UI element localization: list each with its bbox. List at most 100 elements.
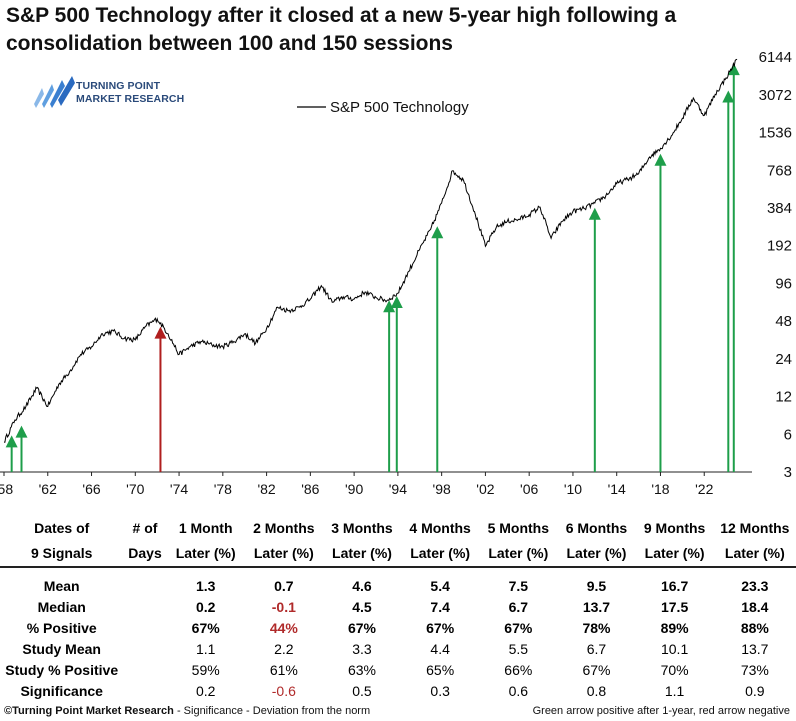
column-header: 2 Months [253, 520, 315, 536]
column-header: 12 Months [720, 520, 790, 536]
y-tick-label: 96 [775, 275, 792, 292]
legend-label: S&P 500 Technology [330, 99, 469, 116]
table-cell: 67% [347, 620, 376, 636]
signal-arrows [5, 63, 740, 472]
column-header: 9 Months [643, 520, 706, 536]
signal-arrow-green [383, 300, 396, 472]
column-header: # of [132, 520, 158, 536]
column-header: 5 Months [487, 520, 550, 536]
footer-note: - Significance - Deviation from the norm [173, 705, 371, 717]
column-header: 1 Month [178, 520, 233, 536]
table-cell: 23.3 [741, 578, 769, 594]
table-cell: 0.6 [508, 683, 529, 699]
table-cell: 0.7 [274, 578, 294, 594]
x-tick-label: '74 [170, 481, 188, 497]
y-tick-label: 24 [775, 351, 792, 368]
signal-arrow-green [654, 153, 667, 472]
signal-arrow-green [727, 63, 740, 472]
signal-arrow-red [154, 326, 167, 472]
signal-arrow-green [15, 425, 28, 472]
table-cell: 6.7 [586, 641, 607, 657]
x-tick-label: '10 [564, 481, 582, 497]
table-cell: 67% [426, 620, 455, 636]
row-label: Study Mean [22, 641, 101, 657]
x-tick-label: '94 [389, 481, 407, 497]
y-tick-label: 384 [767, 200, 792, 217]
column-header: Later (%) [566, 545, 627, 561]
row-label: % Positive [26, 620, 97, 636]
row-label: Median [37, 599, 86, 615]
y-tick-label: 12 [775, 389, 792, 406]
table-cell: 4.4 [430, 641, 450, 657]
copyright: ©Turning Point Market Research [4, 705, 174, 717]
table-header-row: Dates of # of 1 Month 2 Months 3 Months 4 Mon… [0, 516, 796, 541]
signal-arrow-green [431, 226, 444, 472]
x-tick-label: '18 [651, 481, 669, 497]
table-cell: 65% [426, 662, 455, 678]
row-label: Study % Positive [5, 662, 119, 678]
table-cell: 88% [740, 620, 769, 636]
table-header-row: 9 Signals Days Later (%) Later (%) Later (%)… [0, 541, 796, 567]
days-cell [123, 639, 166, 660]
table-row: Mean 1.3 0.7 4.6 5.4 7.5 9.5 16.7 23.3 [0, 576, 796, 597]
x-tick-label: '90 [345, 481, 363, 497]
logo-icon [34, 76, 75, 108]
table-cell: 63% [347, 662, 376, 678]
table-row: Median 0.2 -0.1 4.5 7.4 6.7 13.7 17.5 18.4 [0, 597, 796, 618]
table-cell: 0.2 [195, 599, 216, 615]
table-cell: 7.5 [508, 578, 529, 594]
x-tick-label: '14 [608, 481, 626, 497]
column-header: Days [128, 545, 162, 561]
column-header: Later (%) [410, 545, 471, 561]
y-tick-label: 1536 [759, 125, 792, 142]
table-cell: 66% [504, 662, 533, 678]
table-cell: 78% [582, 620, 611, 636]
x-tick-label: '86 [301, 481, 319, 497]
x-tick-label: '02 [476, 481, 494, 497]
table-row: % Positive 67% 44% 67% 67% 67% 78% 89% 88% [0, 618, 796, 639]
table-cell: 89% [660, 620, 689, 636]
y-tick-label: 3 [784, 464, 792, 481]
table-cell: 5.4 [430, 578, 450, 594]
table-cell: 0.9 [745, 683, 765, 699]
table-cell: 18.4 [741, 599, 769, 615]
signal-arrow-green [5, 435, 18, 472]
table-row: Study Mean 1.1 2.2 3.3 4.4 5.5 6.7 10.1 13.7 [0, 639, 796, 660]
table-row: Significance 0.2 -0.6 0.5 0.3 0.6 0.8 1.1 0.9 [0, 681, 796, 702]
chart-title: S&P 500 Technology after it closed at a … [6, 4, 677, 55]
y-tick-label: 6 [784, 426, 792, 443]
table-cell: 6.7 [508, 599, 529, 615]
days-cell [123, 597, 166, 618]
x-tick-label: '22 [695, 481, 713, 497]
table-cell: 1.1 [195, 641, 216, 657]
table-cell: 0.3 [430, 683, 450, 699]
days-cell [123, 681, 166, 702]
column-header: Dates of [34, 520, 90, 536]
table-cell: 9.5 [586, 578, 607, 594]
table-cell: 13.7 [741, 641, 769, 657]
x-tick-label: '06 [520, 481, 538, 497]
table-cell: 4.6 [352, 578, 372, 594]
column-header: Later (%) [175, 545, 236, 561]
signal-arrow-green [390, 296, 403, 472]
table-cell: 1.3 [195, 578, 216, 594]
price-chart: 3 6 12 24 48 96 192 384 768 1536 3072 6144 '58 '62 '6… [0, 49, 792, 497]
column-header: Later (%) [724, 545, 785, 561]
y-tick-label: 6144 [759, 49, 792, 66]
signal-arrow-green [722, 90, 735, 472]
y-axis-labels: 3 6 12 24 48 96 192 384 768 1536 3072 6144 [759, 49, 792, 481]
y-tick-label: 48 [775, 313, 792, 330]
y-tick-label: 768 [767, 162, 792, 179]
x-tick-label: '70 [126, 481, 144, 497]
table-cell: 10.1 [660, 641, 689, 657]
statistics-table: Dates of # of 1 Month 2 Months 3 Months 4 Mon… [0, 516, 796, 702]
table-cell: 67% [582, 662, 611, 678]
x-tick-label: '58 [0, 481, 13, 497]
table-cell: 13.7 [582, 599, 611, 615]
logo-text: TURNING POINT MARKET RESEARCH [76, 80, 184, 106]
series-line-sp500-technology [3, 58, 738, 443]
days-cell [123, 618, 166, 639]
logo-line-1: TURNING POINT [76, 80, 161, 92]
days-cell [123, 660, 166, 681]
table-row: Study % Positive 59% 61% 63% 65% 66% 67% 70% 73% [0, 660, 796, 681]
